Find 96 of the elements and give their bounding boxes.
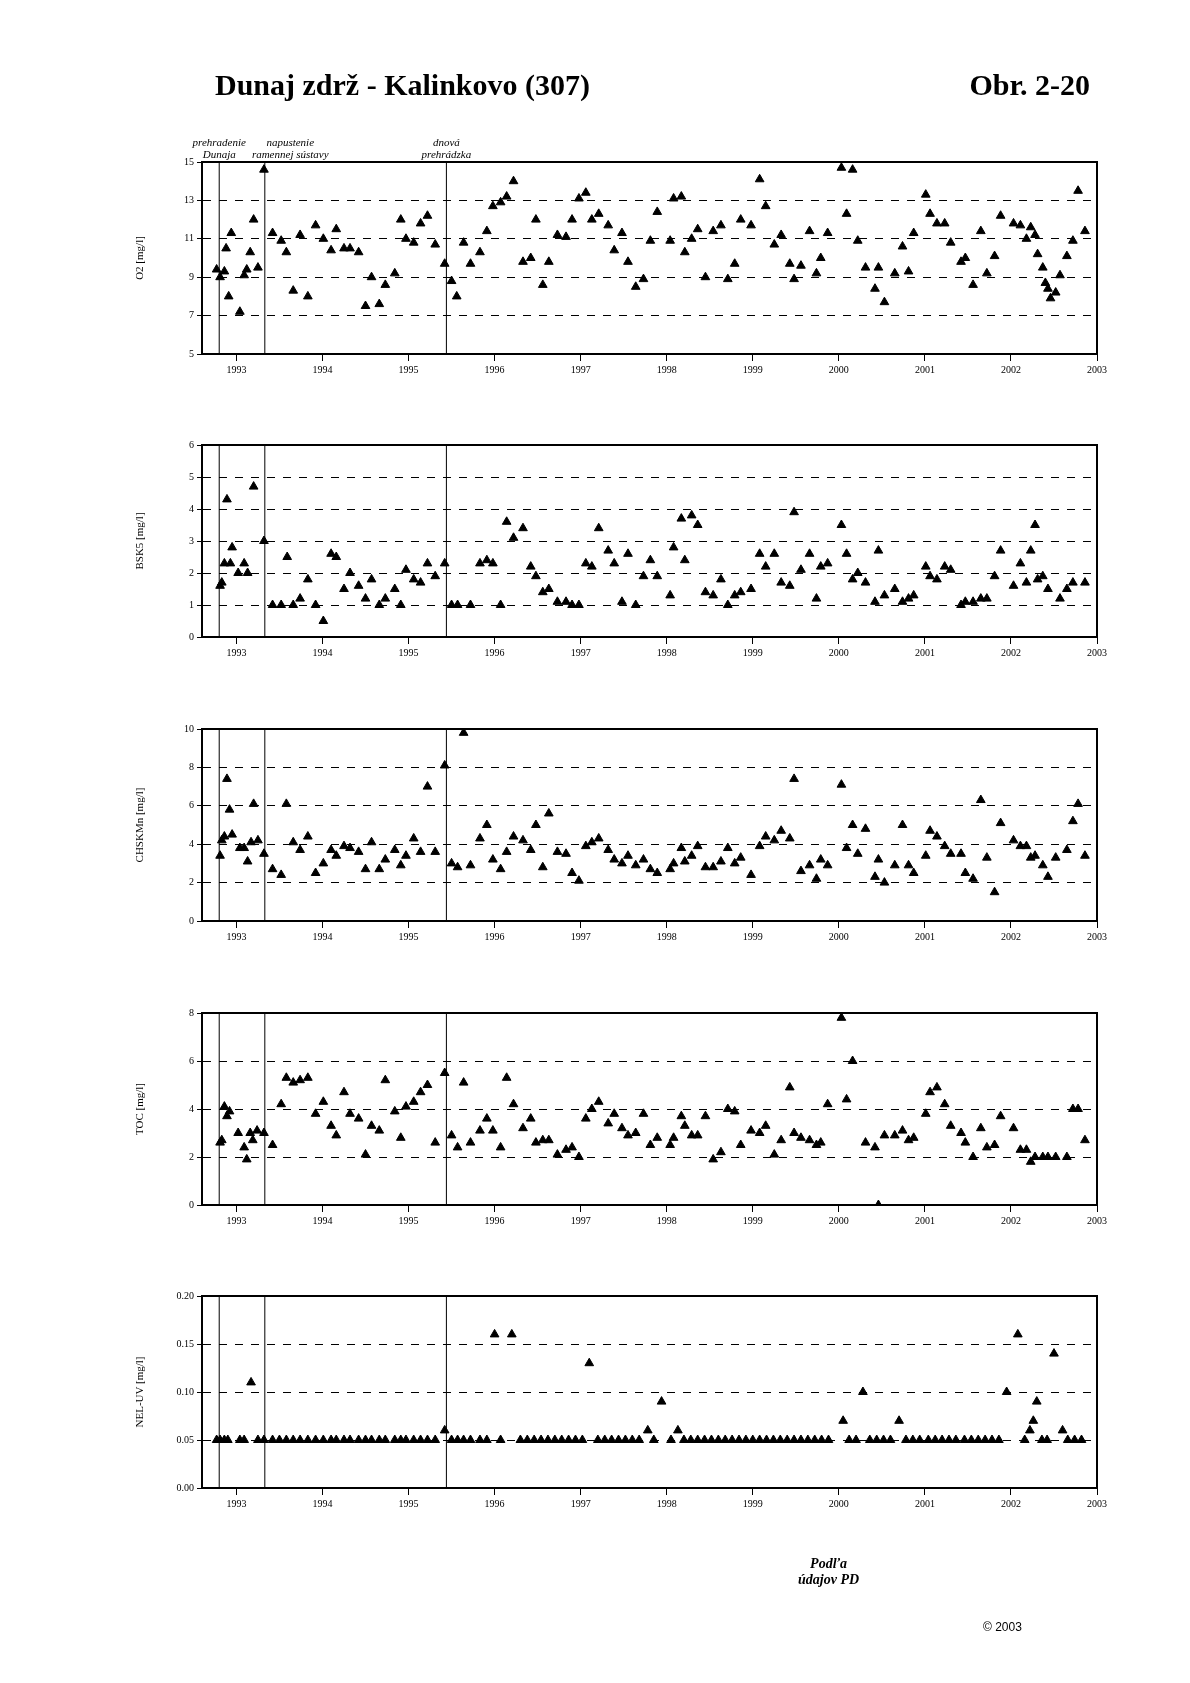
x-tick-label: 1999 — [742, 1214, 763, 1226]
x-tick-label: 2000 — [828, 363, 849, 375]
x-tick-label: 1994 — [312, 1497, 333, 1509]
y-tick-label: 4 — [189, 1102, 194, 1114]
x-tick-label: 2000 — [828, 1214, 849, 1226]
y-axis-title: CHSKMn [mg/l] — [133, 787, 146, 863]
x-tick-label: 2000 — [828, 1497, 849, 1509]
x-tick-label: 1998 — [656, 1214, 677, 1226]
chart-title: Dunaj zdrž - Kalinkovo (307) — [215, 68, 590, 102]
y-tick-label: 15 — [184, 155, 194, 167]
y-tick-label: 8 — [189, 1006, 194, 1018]
x-tick-label: 1997 — [570, 363, 591, 375]
x-tick-label: 1996 — [484, 930, 505, 942]
y-tick-label: 0.05 — [176, 1433, 194, 1445]
x-tick-label: 2002 — [1000, 646, 1021, 658]
y-tick-label: 6 — [189, 438, 194, 450]
ref-line-label: napustenie ramennej sústavy — [251, 136, 329, 160]
y-tick-label: 2 — [189, 566, 194, 578]
x-tick-label: 1997 — [570, 930, 591, 942]
x-tick-label: 1996 — [484, 363, 505, 375]
x-tick-label: 1995 — [398, 646, 419, 658]
x-tick-label: 1996 — [484, 1497, 505, 1509]
x-tick-label: 1993 — [226, 1497, 247, 1509]
y-axis-title: BSK5 [mg/l] — [133, 512, 146, 570]
x-tick-label: 2001 — [914, 646, 935, 658]
x-tick-label: 2002 — [1000, 1497, 1021, 1509]
x-tick-label: 2002 — [1000, 930, 1021, 942]
y-tick-label: 0.10 — [176, 1385, 194, 1397]
x-tick-label: 2003 — [1087, 646, 1107, 658]
y-tick-label: 8 — [189, 761, 194, 773]
y-tick-label: 2 — [189, 876, 194, 888]
x-tick-label: 1994 — [312, 1214, 333, 1226]
y-axis-title: NEL-UV [mg/l] — [133, 1356, 146, 1428]
y-axis-title: O2 [mg/l] — [133, 236, 146, 280]
x-tick-label: 1998 — [656, 930, 677, 942]
x-tick-label: 1998 — [656, 1497, 677, 1509]
y-tick-label: 11 — [184, 232, 194, 244]
y-tick-label: 5 — [189, 470, 194, 482]
y-tick-label: 4 — [189, 502, 194, 514]
ref-line-label: prehradenie Dunaja — [191, 136, 247, 160]
x-tick-label: 2001 — [914, 1214, 935, 1226]
y-tick-label: 1 — [189, 598, 194, 610]
y-tick-label: 6 — [189, 799, 194, 811]
x-tick-label: 1997 — [570, 646, 591, 658]
y-tick-label: 0.00 — [176, 1481, 194, 1493]
y-tick-label: 9 — [189, 270, 194, 282]
x-tick-label: 2002 — [1000, 363, 1021, 375]
x-tick-label: 1999 — [742, 646, 763, 658]
x-tick-label: 2002 — [1000, 1214, 1021, 1226]
text: © 2003 — [983, 1620, 1022, 1634]
x-tick-label: 1994 — [312, 363, 333, 375]
x-tick-label: 1998 — [656, 363, 677, 375]
y-tick-label: 3 — [189, 534, 194, 546]
y-tick-label: 10 — [184, 722, 194, 734]
x-tick-label: 2001 — [914, 363, 935, 375]
y-tick-label: 13 — [184, 194, 194, 206]
x-tick-label: 1999 — [742, 363, 763, 375]
x-tick-label: 2003 — [1087, 930, 1107, 942]
y-tick-label: 0.20 — [176, 1289, 194, 1301]
y-tick-label: 0 — [189, 1198, 194, 1210]
text: Podľa údajov PD — [798, 1556, 860, 1588]
x-tick-label: 1997 — [570, 1497, 591, 1509]
x-tick-label: 1994 — [312, 646, 333, 658]
x-tick-label: 1999 — [742, 1497, 763, 1509]
x-tick-label: 2001 — [914, 1497, 935, 1509]
y-axis-title: TOC [mg/l] — [133, 1082, 146, 1136]
y-tick-label: 0 — [189, 914, 194, 926]
x-tick-label: 1993 — [226, 646, 247, 658]
y-tick-label: 5 — [189, 347, 194, 359]
y-tick-label: 7 — [189, 309, 194, 321]
x-tick-label: 1996 — [484, 646, 505, 658]
chart-subtitle: Obr. 2-20 — [969, 68, 1090, 102]
x-tick-label: 2003 — [1087, 363, 1107, 375]
x-tick-label: 1995 — [398, 1497, 419, 1509]
y-tick-label: 0.15 — [176, 1337, 194, 1349]
y-tick-label: 2 — [189, 1150, 194, 1162]
x-tick-label: 1997 — [570, 1214, 591, 1226]
x-tick-label: 2000 — [828, 930, 849, 942]
y-tick-label: 4 — [189, 837, 194, 849]
x-tick-label: 1993 — [226, 930, 247, 942]
y-tick-label: 6 — [189, 1054, 194, 1066]
x-tick-label: 2003 — [1087, 1214, 1107, 1226]
x-tick-label: 2003 — [1087, 1497, 1107, 1509]
x-tick-label: 1993 — [226, 1214, 247, 1226]
x-tick-label: 1999 — [742, 930, 763, 942]
x-tick-label: 1996 — [484, 1214, 505, 1226]
x-tick-label: 1995 — [398, 1214, 419, 1226]
x-tick-label: 1995 — [398, 930, 419, 942]
y-tick-label: 0 — [189, 630, 194, 642]
x-tick-label: 2001 — [914, 930, 935, 942]
ref-line-label: dnová prehrádzka — [420, 136, 472, 160]
x-tick-label: 1993 — [226, 363, 247, 375]
x-tick-label: 1998 — [656, 646, 677, 658]
x-tick-label: 1994 — [312, 930, 333, 942]
x-tick-label: 2000 — [828, 646, 849, 658]
x-tick-label: 1995 — [398, 363, 419, 375]
